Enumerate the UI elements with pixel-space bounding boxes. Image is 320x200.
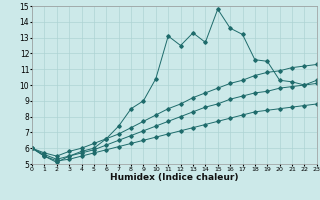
- X-axis label: Humidex (Indice chaleur): Humidex (Indice chaleur): [110, 173, 239, 182]
